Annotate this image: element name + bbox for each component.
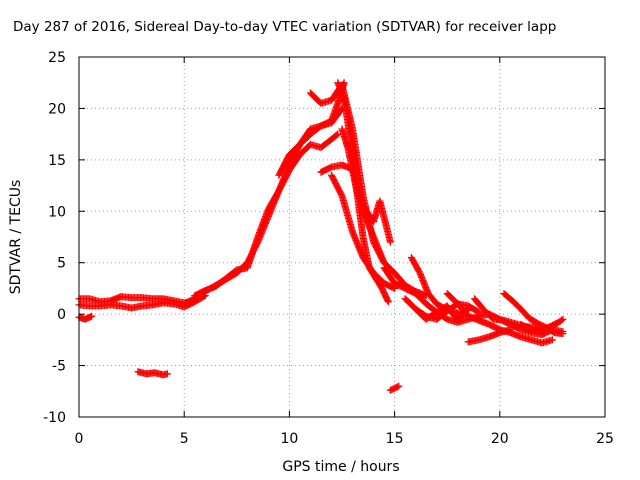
series-arc-22 xyxy=(517,315,567,337)
data-point xyxy=(559,315,567,323)
series-arc-19 xyxy=(464,326,514,346)
y-axis-label: SDTVAR / TECUs xyxy=(8,180,24,295)
data-point xyxy=(393,383,401,391)
x-tick-label: 10 xyxy=(280,431,298,447)
series-arc-3 xyxy=(75,312,96,323)
y-tick-label: -5 xyxy=(52,359,66,375)
data-point xyxy=(334,130,342,138)
data-point xyxy=(548,336,556,344)
data-point xyxy=(386,238,394,246)
series-arc-13 xyxy=(349,161,394,246)
x-tick-label: 25 xyxy=(596,431,614,447)
data-point xyxy=(163,370,171,378)
series-arc-21 xyxy=(500,290,567,338)
data-points xyxy=(75,79,567,394)
data-point xyxy=(475,308,483,316)
plot-border xyxy=(78,56,606,418)
x-tick-label: 15 xyxy=(386,431,404,447)
data-point xyxy=(558,316,566,324)
series-arc-23 xyxy=(386,382,403,394)
y-tick-label: 0 xyxy=(57,307,66,323)
plot-frame xyxy=(78,56,606,418)
x-tick-label: 5 xyxy=(180,431,189,447)
data-point xyxy=(395,382,403,390)
series-arc-17 xyxy=(407,254,466,318)
y-tick-label: 25 xyxy=(48,50,66,66)
data-point xyxy=(559,330,567,338)
y-tick-label: 20 xyxy=(48,101,66,117)
x-tick-label: 20 xyxy=(491,431,509,447)
chart-title: Day 287 of 2016, Sidereal Day-to-day VTE… xyxy=(13,19,557,35)
series-arc-2 xyxy=(75,292,209,312)
series-arc-6 xyxy=(191,104,346,300)
series-arc-12 xyxy=(327,171,399,292)
y-tick-label: 5 xyxy=(57,256,66,272)
data-point xyxy=(384,298,392,306)
y-tick-label: -10 xyxy=(43,410,66,426)
data-point xyxy=(473,307,481,315)
series-arc-18 xyxy=(443,290,556,347)
grid xyxy=(79,57,605,417)
y-tick-label: 10 xyxy=(48,204,66,220)
x-tick-label: 0 xyxy=(75,431,84,447)
data-point xyxy=(88,312,96,320)
series-arc-4 xyxy=(134,368,171,379)
axis-ticks: 0 5 10 15 20 25 -10 -5 0 5 10 15 20 25 xyxy=(43,50,614,447)
data-point xyxy=(506,326,514,334)
y-tick-label: 15 xyxy=(48,153,66,169)
data-point xyxy=(333,131,341,139)
x-axis-label: GPS time / hours xyxy=(282,459,399,475)
